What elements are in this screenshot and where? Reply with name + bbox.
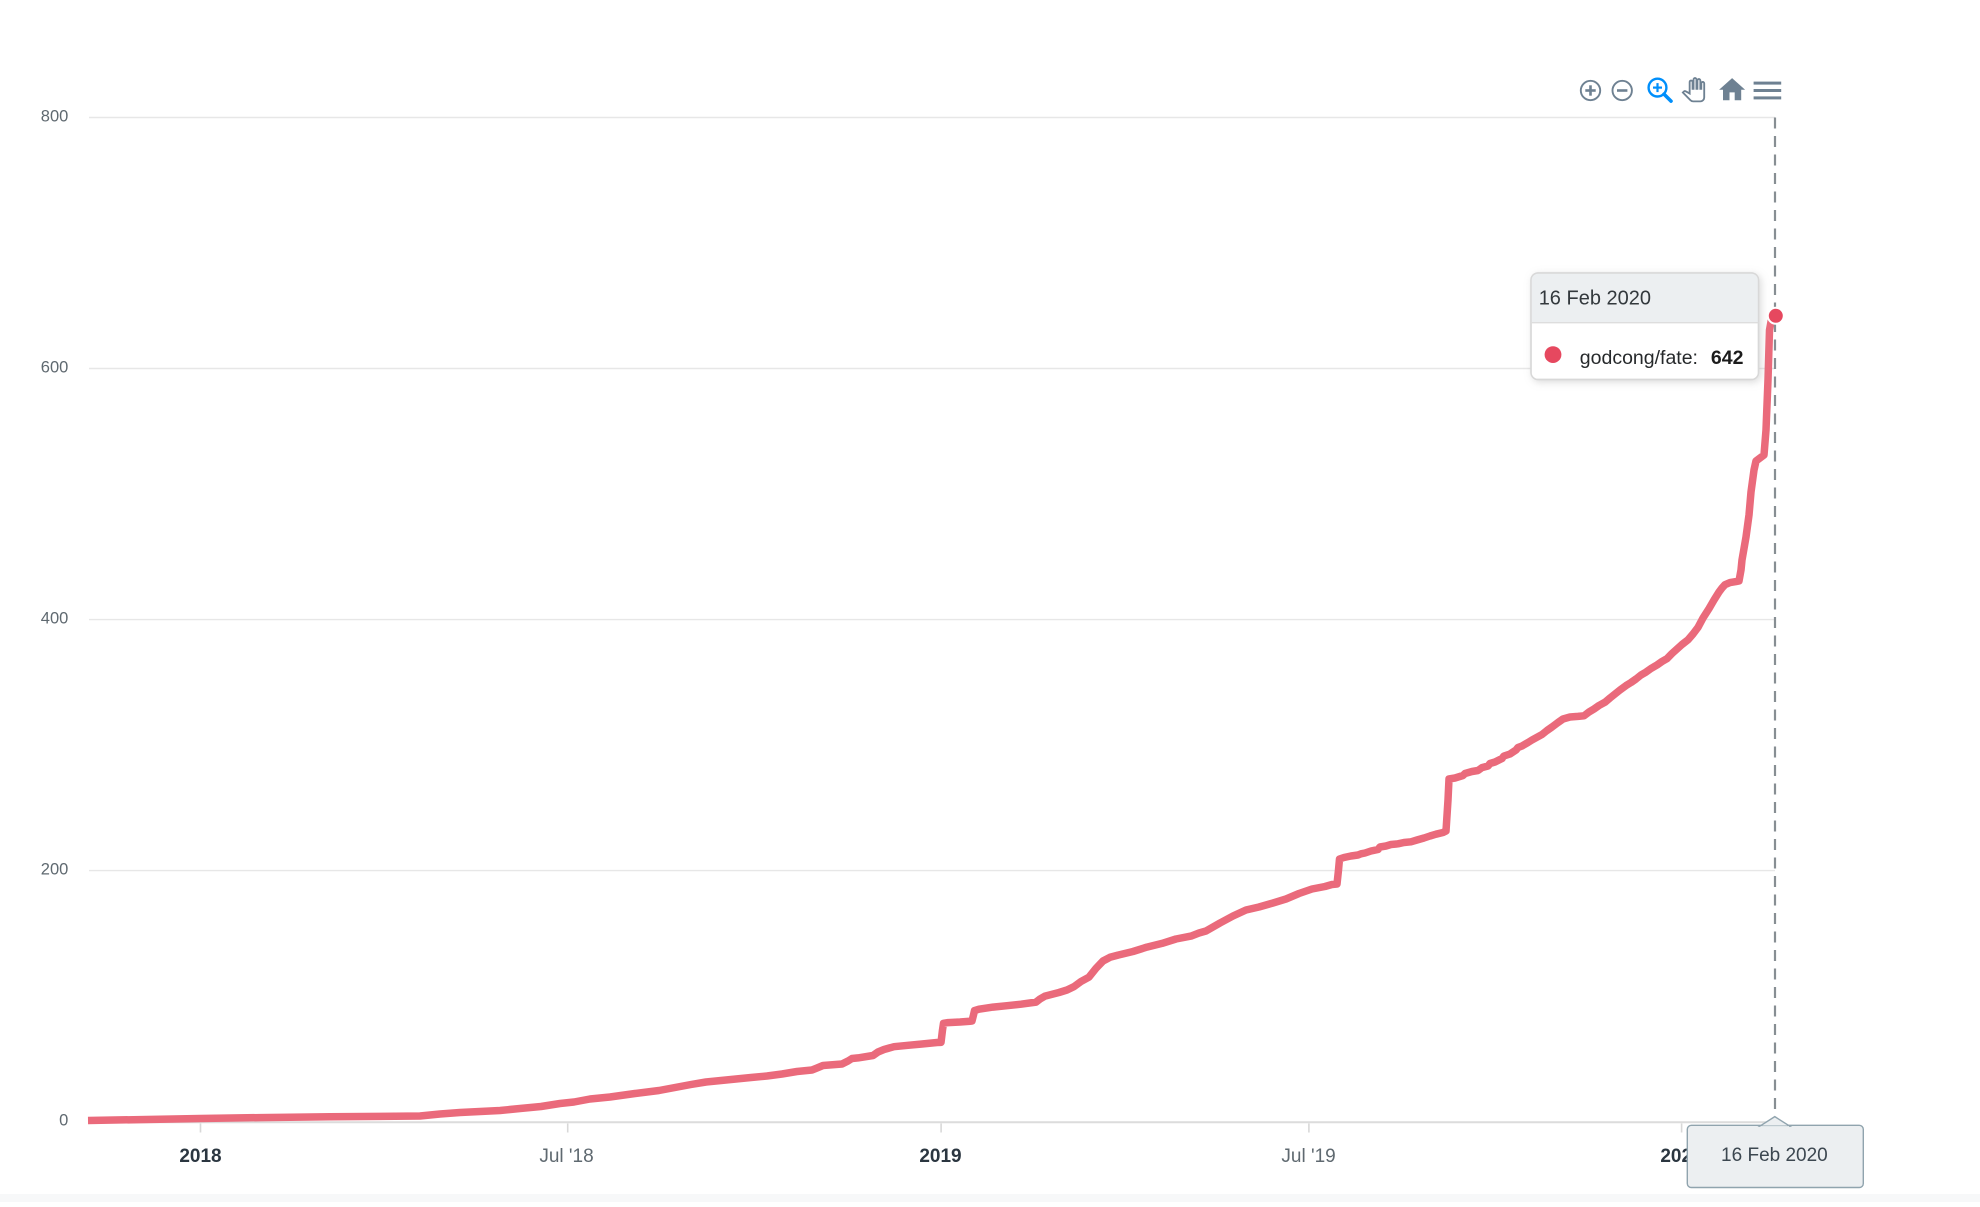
svg-text:Jul '18: Jul '18 <box>539 1146 593 1167</box>
svg-text:400: 400 <box>41 609 69 627</box>
svg-text:600: 600 <box>41 358 69 376</box>
svg-text:16 Feb 2020: 16 Feb 2020 <box>1721 1145 1828 1166</box>
svg-text:642: 642 <box>1711 347 1744 369</box>
svg-text:200: 200 <box>41 860 69 878</box>
svg-text:godcong/fate:: godcong/fate: <box>1580 347 1698 369</box>
svg-text:2018: 2018 <box>179 1146 221 1167</box>
svg-text:16 Feb 2020: 16 Feb 2020 <box>1539 287 1651 309</box>
svg-text:Jul '19: Jul '19 <box>1281 1146 1335 1167</box>
svg-text:2019: 2019 <box>919 1146 961 1167</box>
svg-text:0: 0 <box>59 1112 68 1130</box>
svg-text:800: 800 <box>41 107 69 125</box>
